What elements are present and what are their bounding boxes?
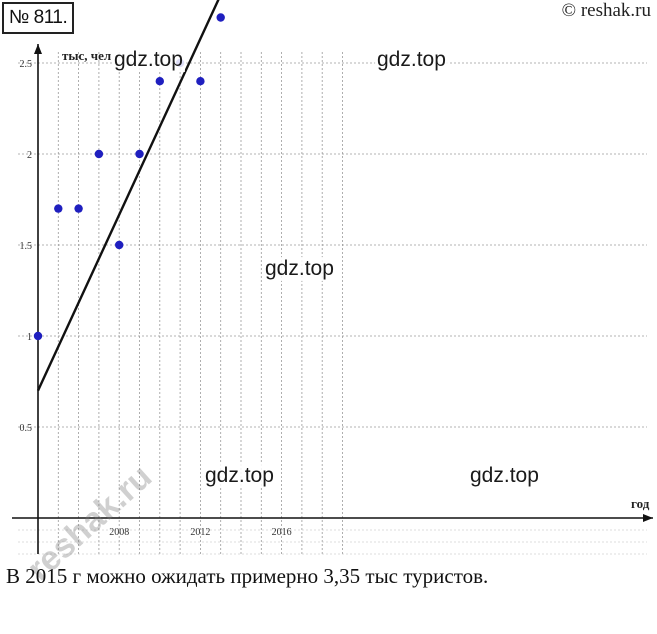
x-tick-labels: 2008 2012 2016 xyxy=(109,527,291,538)
watermark: gdz.top xyxy=(375,48,448,72)
y-axis-label: тыс, чел xyxy=(62,48,111,63)
data-point xyxy=(115,240,124,250)
problem-number: № 811. xyxy=(2,2,75,34)
data-point xyxy=(155,77,164,86)
y-axis-arrow xyxy=(34,44,42,54)
watermark: gdz.top xyxy=(203,464,276,488)
y-tick-label: 2.5 xyxy=(20,59,33,70)
axes xyxy=(12,44,653,554)
data-point xyxy=(54,204,63,213)
data-point xyxy=(216,13,225,22)
x-tick-label: 2016 xyxy=(272,527,292,538)
y-tick-labels: 0.511.522.533.544.55 xyxy=(20,59,33,434)
watermark: gdz.top xyxy=(263,257,336,281)
x-axis-label: год xyxy=(631,496,650,511)
y-tick-label: 2 xyxy=(27,150,32,161)
data-point xyxy=(33,331,43,341)
x-tick-label: 2012 xyxy=(190,527,210,538)
data-point xyxy=(74,204,83,213)
y-tick-label: 1 xyxy=(27,332,32,343)
data-point xyxy=(196,77,205,86)
y-tick-label: 1.5 xyxy=(20,241,33,252)
watermark: gdz.top xyxy=(112,48,185,72)
trend-line xyxy=(36,0,220,392)
data-point xyxy=(135,149,144,159)
x-axis-arrow xyxy=(643,514,653,522)
copyright-text: © reshak.ru xyxy=(561,0,651,21)
data-point xyxy=(94,149,104,159)
x-tick-label: 2008 xyxy=(109,527,129,538)
watermark: gdz.top xyxy=(468,464,541,488)
y-tick-label: 0.5 xyxy=(20,423,33,434)
trend-line-group xyxy=(36,0,220,392)
answer-text: В 2015 г можно ожидать примерно 3,35 тыс… xyxy=(6,564,489,588)
